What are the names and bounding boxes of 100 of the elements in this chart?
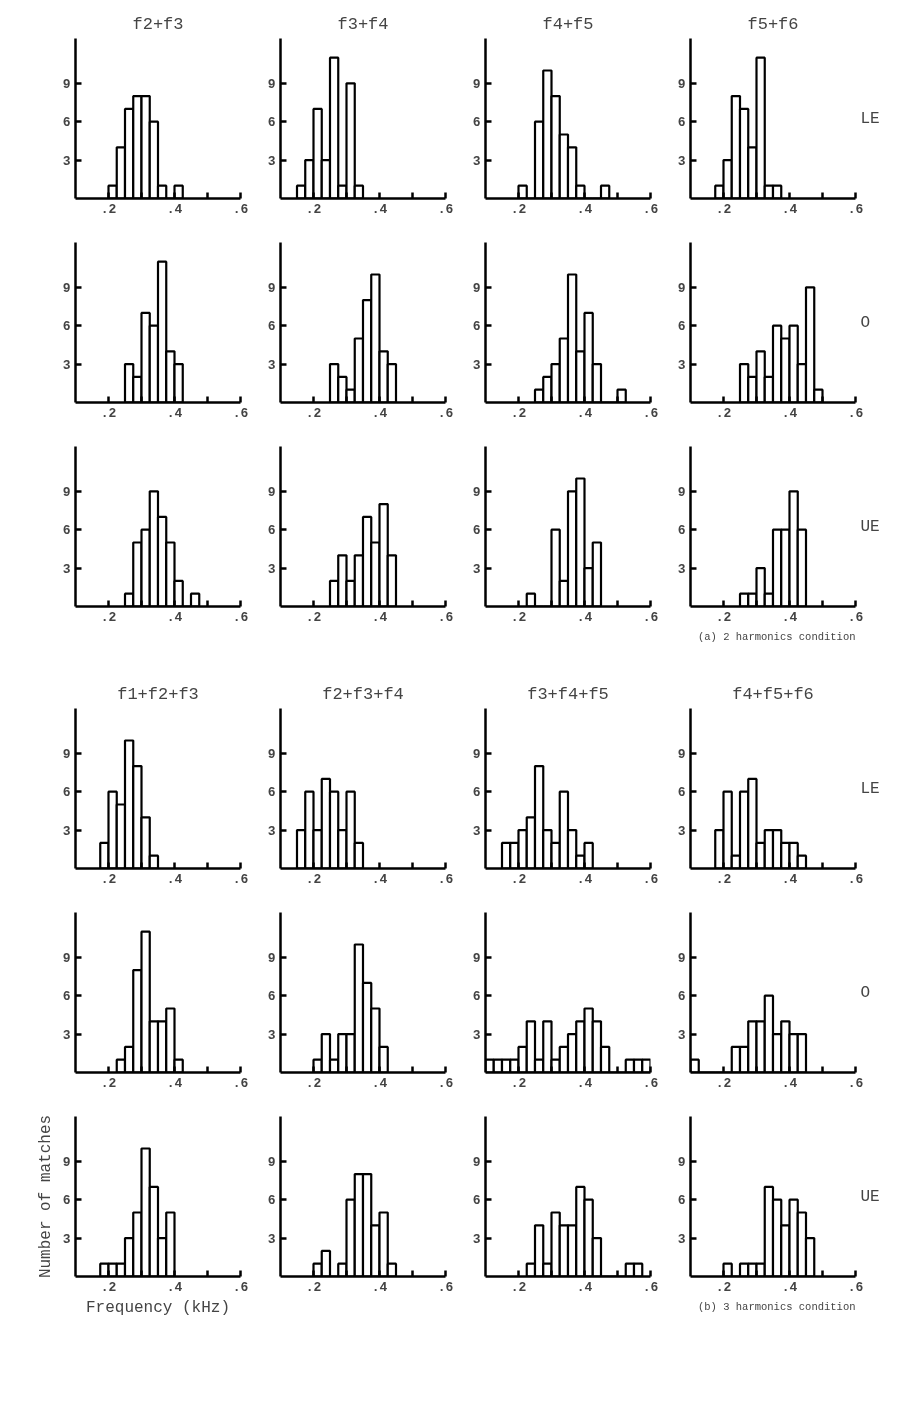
x-tick-label: .2: [510, 609, 527, 625]
x-tick-label: .4: [371, 871, 388, 887]
y-tick-label: 6: [62, 785, 71, 801]
x-tick-label: .6: [437, 871, 454, 887]
y-tick-label: 9: [267, 76, 276, 92]
y-tick-label: 3: [677, 357, 686, 373]
y-tick-label: 6: [472, 319, 481, 335]
x-tick-label: .2: [305, 1279, 322, 1295]
chart-title: f3+f4+f5: [527, 684, 609, 704]
x-tick-label: .4: [371, 1075, 388, 1091]
y-tick-label: 3: [62, 1027, 71, 1043]
x-tick-label: .6: [642, 871, 659, 887]
x-tick-label: .4: [166, 871, 183, 887]
x-tick-label: .2: [305, 405, 322, 421]
y-tick-label: 6: [62, 1193, 71, 1209]
y-tick-label: 9: [62, 484, 71, 500]
x-tick-label: .6: [847, 871, 864, 887]
y-tick-label: 9: [472, 484, 481, 500]
x-tick-label: .6: [642, 1279, 659, 1295]
x-tick-label: .4: [576, 1279, 593, 1295]
y-tick-label: 9: [62, 950, 71, 966]
x-tick-label: .4: [781, 1279, 798, 1295]
x-tick-label: .4: [371, 609, 388, 625]
y-tick-label: 9: [472, 280, 481, 296]
x-tick-label: .2: [100, 609, 117, 625]
y-tick-label: 9: [62, 1154, 71, 1170]
x-tick-label: .6: [847, 201, 864, 217]
x-tick-label: .6: [232, 405, 249, 421]
x-tick-label: .6: [232, 201, 249, 217]
y-tick-label: 9: [472, 746, 481, 762]
y-tick-label: 3: [472, 1231, 481, 1247]
y-tick-label: 6: [62, 319, 71, 335]
text: (b) 3 harmonics condition: [697, 1300, 856, 1313]
x-tick-label: .4: [166, 609, 183, 625]
x-tick-label: .6: [437, 609, 454, 625]
chart-title: f3+f4: [337, 14, 389, 34]
x-axis-title: Frequency (kHz): [85, 1298, 231, 1317]
x-tick-label: .2: [715, 1075, 732, 1091]
y-tick-label: 6: [62, 989, 71, 1005]
chart-title: f2+f3: [132, 14, 184, 34]
x-tick-label: .6: [642, 609, 659, 625]
x-tick-label: .6: [847, 1279, 864, 1295]
y-tick-label: 6: [677, 523, 686, 539]
x-tick-label: .4: [576, 201, 593, 217]
y-tick-label: 9: [267, 280, 276, 296]
y-tick-label: 3: [677, 153, 686, 169]
x-tick-label: .6: [642, 1075, 659, 1091]
y-tick-label: 6: [677, 1193, 686, 1209]
x-tick-label: .6: [232, 1075, 249, 1091]
y-tick-label: 3: [677, 1027, 686, 1043]
x-tick-label: .2: [715, 405, 732, 421]
x-tick-label: .2: [715, 609, 732, 625]
x-tick-label: .4: [781, 1075, 798, 1091]
y-tick-label: 3: [267, 823, 276, 839]
y-tick-label: 3: [62, 153, 71, 169]
y-tick-label: 9: [472, 1154, 481, 1170]
x-tick-label: .2: [100, 1075, 117, 1091]
x-tick-label: .2: [510, 1279, 527, 1295]
y-tick-label: 6: [267, 1193, 276, 1209]
chart-title: f4+f5+f6: [732, 684, 814, 704]
x-tick-label: .4: [371, 1279, 388, 1295]
x-tick-label: .2: [715, 1279, 732, 1295]
y-tick-label: 6: [677, 989, 686, 1005]
x-tick-label: .4: [781, 405, 798, 421]
x-tick-label: .2: [510, 871, 527, 887]
y-tick-label: 9: [267, 950, 276, 966]
y2-axis-title: O: [860, 313, 871, 332]
x-tick-label: .2: [100, 405, 117, 421]
x-tick-label: .2: [715, 201, 732, 217]
y-tick-label: 6: [472, 115, 481, 131]
x-tick-label: .2: [305, 201, 322, 217]
y-tick-label: 9: [472, 950, 481, 966]
x-tick-label: .2: [510, 201, 527, 217]
x-tick-label: .4: [371, 405, 388, 421]
y-tick-label: 3: [267, 357, 276, 373]
y-tick-label: 9: [62, 280, 71, 296]
x-tick-label: .6: [847, 1075, 864, 1091]
y-tick-label: 9: [677, 484, 686, 500]
y-tick-label: 3: [472, 561, 481, 577]
y-tick-label: 9: [62, 746, 71, 762]
x-tick-label: .6: [847, 609, 864, 625]
y-tick-label: 6: [472, 523, 481, 539]
y-tick-label: 6: [472, 785, 481, 801]
y-tick-label: 6: [62, 115, 71, 131]
y-tick-label: 6: [472, 989, 481, 1005]
x-tick-label: .6: [437, 1075, 454, 1091]
x-tick-label: .6: [437, 201, 454, 217]
y2-axis-title: LE: [860, 109, 880, 128]
text: (a) 2 harmonics condition: [697, 630, 856, 643]
y-tick-label: 6: [267, 523, 276, 539]
x-tick-label: .4: [166, 1279, 183, 1295]
y2-axis-title: UE: [860, 517, 880, 536]
x-tick-label: .2: [510, 1075, 527, 1091]
y-tick-label: 6: [677, 785, 686, 801]
y2-axis-title: O: [860, 983, 871, 1002]
y2-axis-title: UE: [860, 1187, 880, 1206]
y-tick-label: 9: [677, 1154, 686, 1170]
x-tick-label: .4: [576, 1075, 593, 1091]
x-tick-label: .4: [166, 1075, 183, 1091]
y-tick-label: 9: [677, 76, 686, 92]
